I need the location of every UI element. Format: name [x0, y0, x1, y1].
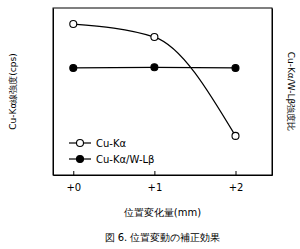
x-tick-mark — [154, 171, 155, 175]
series-point — [70, 64, 77, 71]
legend: Cu-Kα Cu-Kα/W-Lβ — [69, 138, 155, 165]
chart-title: 図 6. 位置変動の補正効果 — [105, 232, 221, 243]
y2-axis — [272, 9, 273, 176]
y-axis-line — [53, 9, 54, 176]
legend-entry: Cu-Kα/W-Lβ — [69, 154, 155, 165]
series-point — [70, 21, 77, 28]
legend-marker — [77, 140, 84, 147]
x-tick-mark — [73, 171, 74, 175]
x-axis: +0 +1 +2 — [54, 171, 273, 193]
x-tick: +2 — [229, 171, 244, 193]
legend-entry: Cu-Kα — [69, 138, 126, 149]
x-tick-mark — [236, 171, 237, 175]
x-tick-label: +0 — [66, 182, 81, 193]
x-axis-line — [54, 175, 273, 176]
series-point — [232, 132, 239, 139]
series-point — [232, 64, 239, 71]
marks — [70, 21, 239, 140]
x-tick: +1 — [148, 171, 163, 193]
x-tick: +0 — [66, 171, 81, 193]
series-line — [73, 24, 235, 136]
plot: +0 +1 +2 Cu-Kα Cu-Kα/W-Lβ — [53, 8, 273, 193]
x-tick-label: +1 — [148, 182, 163, 193]
chart: +0 +1 +2 Cu-Kα Cu-Kα/W-Lβ 位置変化量(mm) Cu-Kα線強度(c… — [0, 0, 300, 249]
x-axis-title: 位置変化量(mm) — [124, 207, 201, 218]
plot-frame — [53, 8, 272, 175]
legend-label: Cu-Kα/W-Lβ — [96, 154, 155, 165]
legend-label: Cu-Kα — [96, 138, 126, 149]
y-axis — [53, 9, 54, 176]
x-tick-label: +2 — [229, 182, 244, 193]
y2-axis-line — [272, 9, 273, 176]
series-point — [151, 64, 158, 71]
y-axis-title: Cu-Kα線強度(cps) — [8, 53, 18, 129]
y2-axis-title: Cu-Kα/W-Lβ強度比 — [286, 52, 296, 132]
legend-marker — [77, 156, 84, 163]
series-point — [151, 34, 158, 41]
